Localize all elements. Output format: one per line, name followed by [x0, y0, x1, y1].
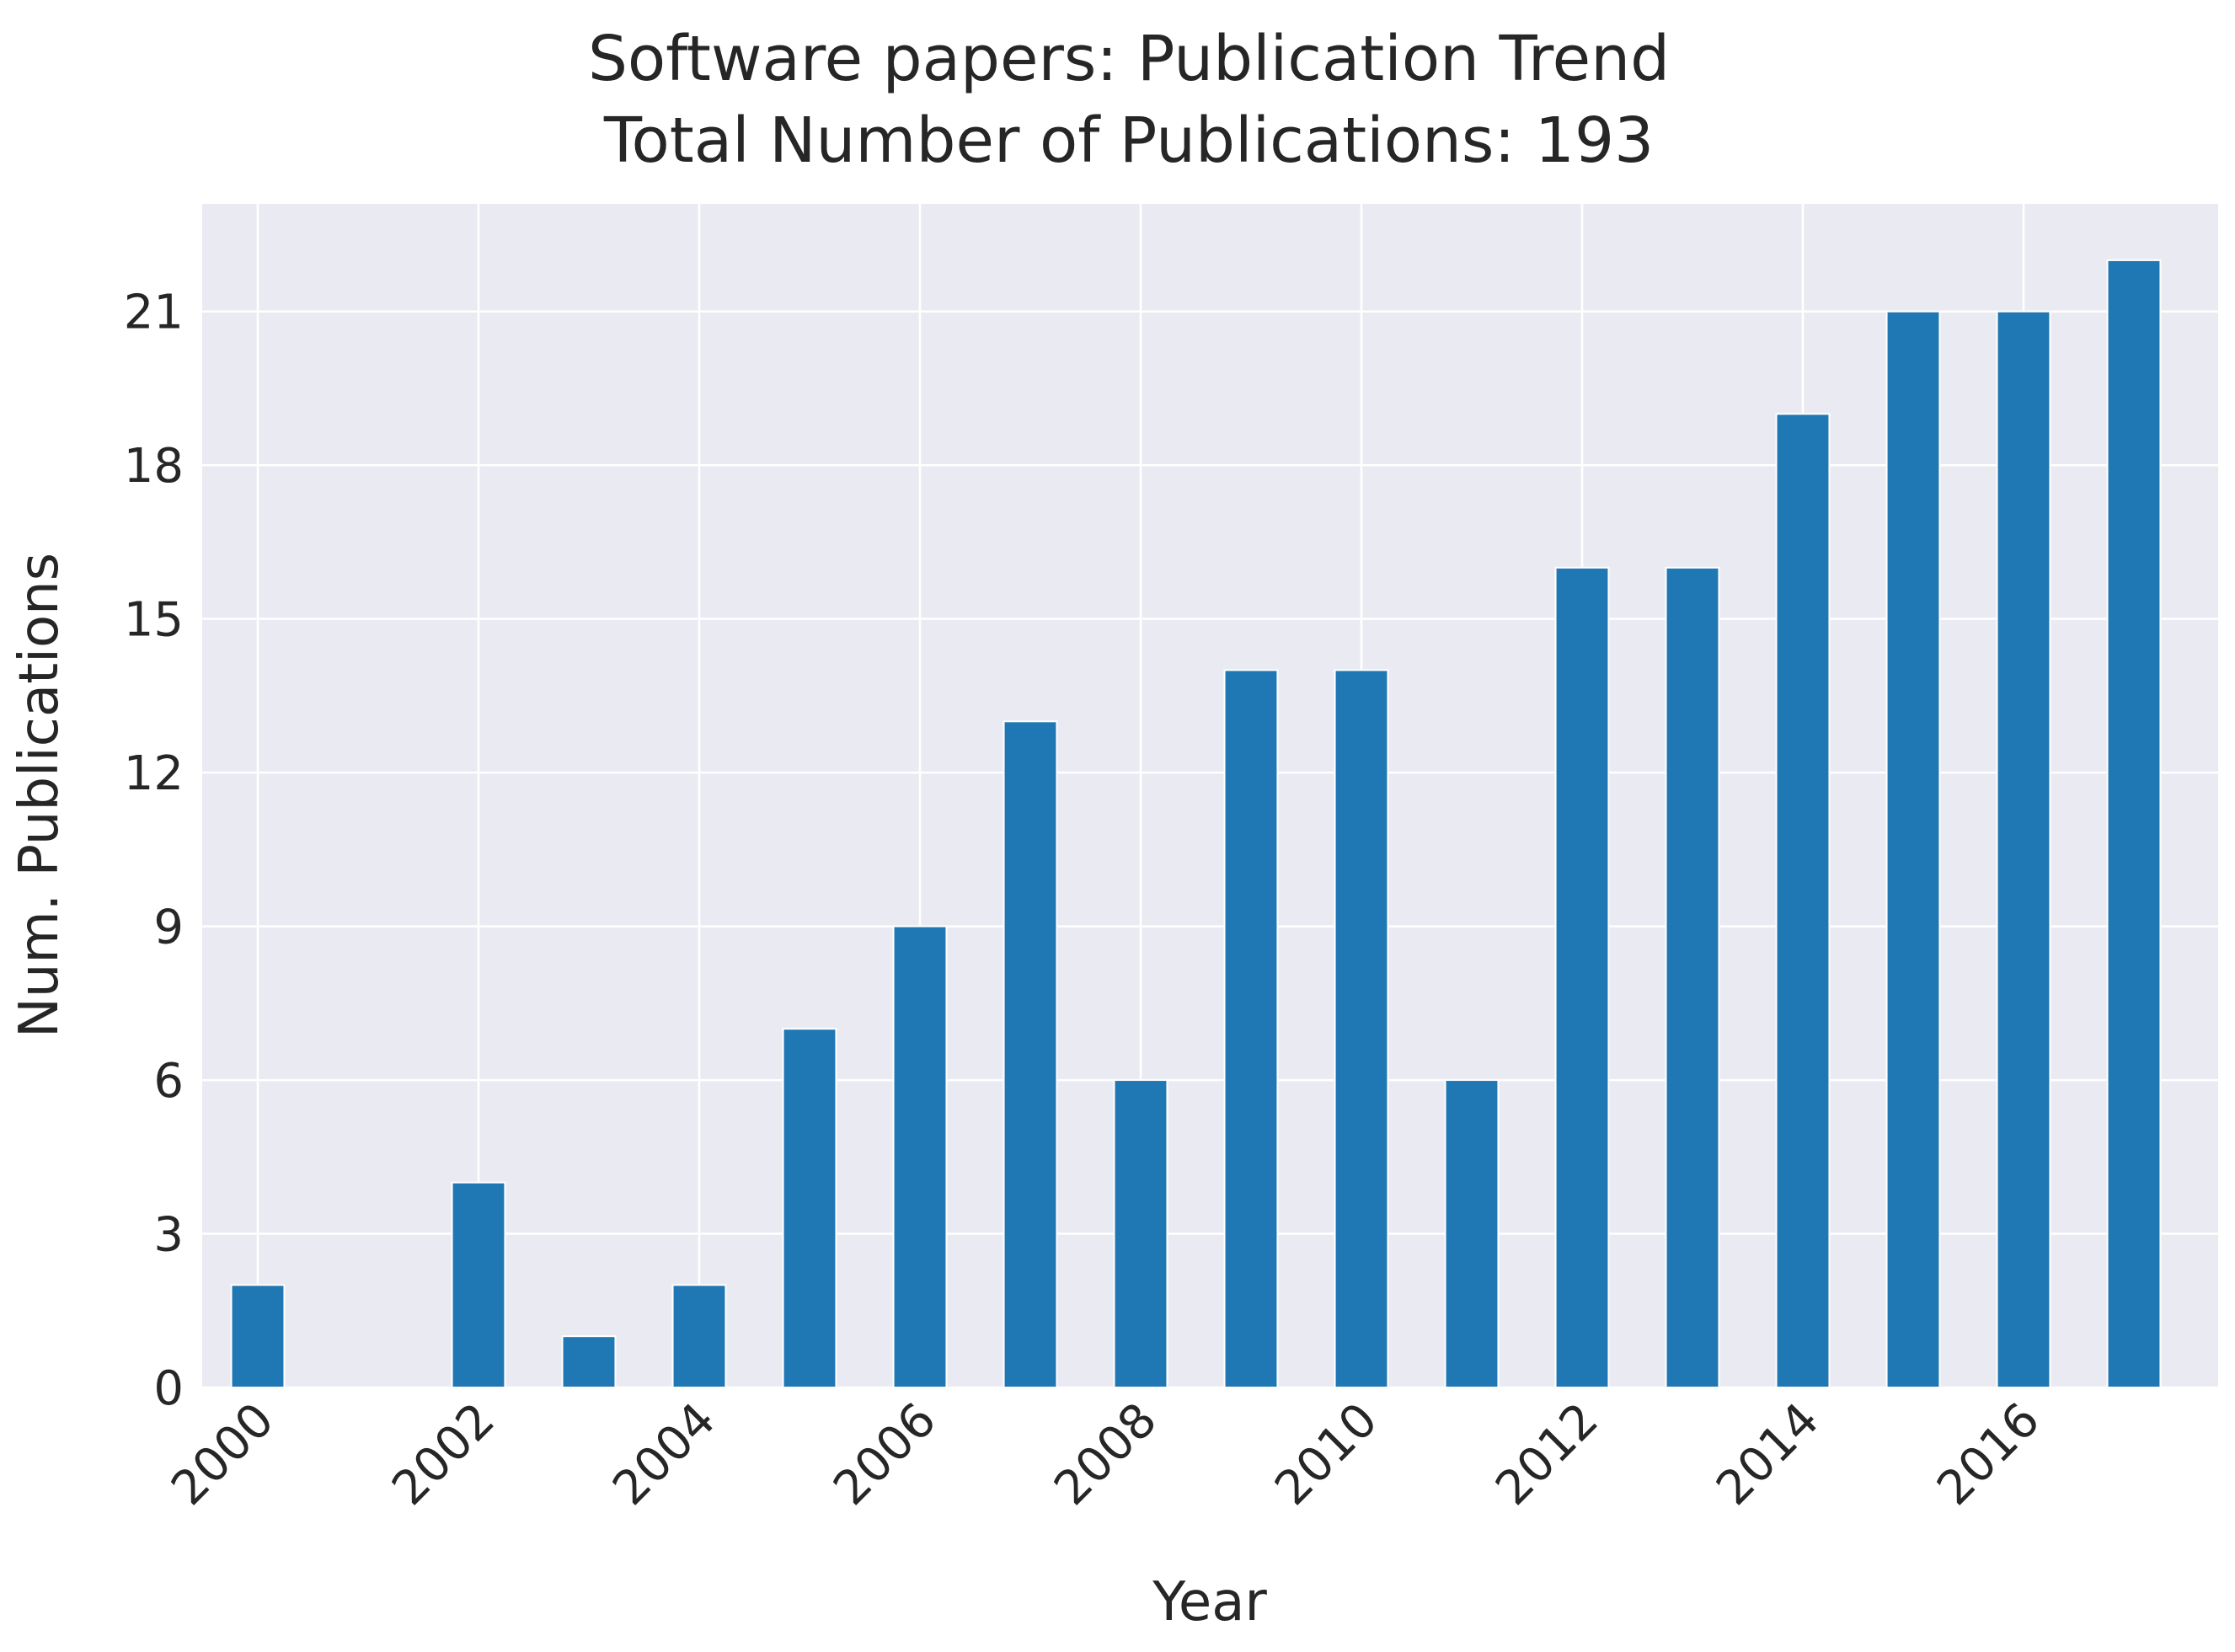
chart-subtitle: Total Number of Publications: 193 — [603, 104, 1654, 177]
bar-2016 — [1996, 310, 2051, 1388]
plot-area — [202, 204, 2218, 1387]
bar-2009 — [1223, 669, 1279, 1388]
y-tick-label: 15 — [124, 593, 184, 648]
x-tick-label: 2008 — [1044, 1393, 1168, 1516]
bar-2014 — [1775, 413, 1831, 1388]
bar-2003 — [561, 1335, 617, 1388]
y-tick-label: 21 — [124, 286, 184, 340]
bar-2017 — [2106, 259, 2162, 1388]
y-tick-label: 6 — [153, 1054, 184, 1109]
bar-2013 — [1665, 566, 1720, 1388]
bar-2008 — [1113, 1079, 1168, 1388]
bar-2000 — [230, 1284, 286, 1388]
bar-2007 — [1003, 720, 1058, 1388]
y-tick-label: 0 — [153, 1361, 184, 1416]
bar-2012 — [1554, 566, 1610, 1388]
x-tick-label: 2012 — [1485, 1393, 1609, 1516]
bar-2011 — [1444, 1079, 1500, 1388]
y-tick-label: 3 — [153, 1208, 184, 1263]
x-tick-label: 2010 — [1265, 1393, 1388, 1516]
x-tick-label: 2002 — [382, 1393, 505, 1516]
y-tick-label: 12 — [124, 746, 184, 801]
bar-2015 — [1885, 310, 1941, 1388]
x-tick-label: 2014 — [1706, 1393, 1830, 1516]
x-tick-label: 2006 — [823, 1393, 947, 1516]
bar-2002 — [451, 1181, 506, 1388]
chart-title: Software papers: Publication Trend — [588, 23, 1670, 95]
bar-2006 — [892, 925, 948, 1388]
y-axis-label: Num. Publications — [8, 553, 71, 1038]
y-tick-label: 9 — [153, 901, 184, 955]
x-tick-label: 2004 — [602, 1393, 726, 1516]
x-tick-labels: 2000 2002 2004 2006 2008 2010 2012 2014 2016 — [161, 1393, 2051, 1516]
y-grid-lines — [202, 310, 2218, 1389]
bars — [230, 259, 2162, 1388]
x-axis-label: Year — [1152, 1571, 1267, 1633]
bar-2005 — [782, 1028, 837, 1388]
y-tick-labels: 0 3 6 9 12 15 18 21 — [124, 286, 184, 1416]
bar-2010 — [1334, 669, 1389, 1388]
y-tick-label: 18 — [124, 439, 184, 494]
bar-2004 — [671, 1284, 727, 1388]
x-tick-label: 2016 — [1927, 1393, 2051, 1516]
